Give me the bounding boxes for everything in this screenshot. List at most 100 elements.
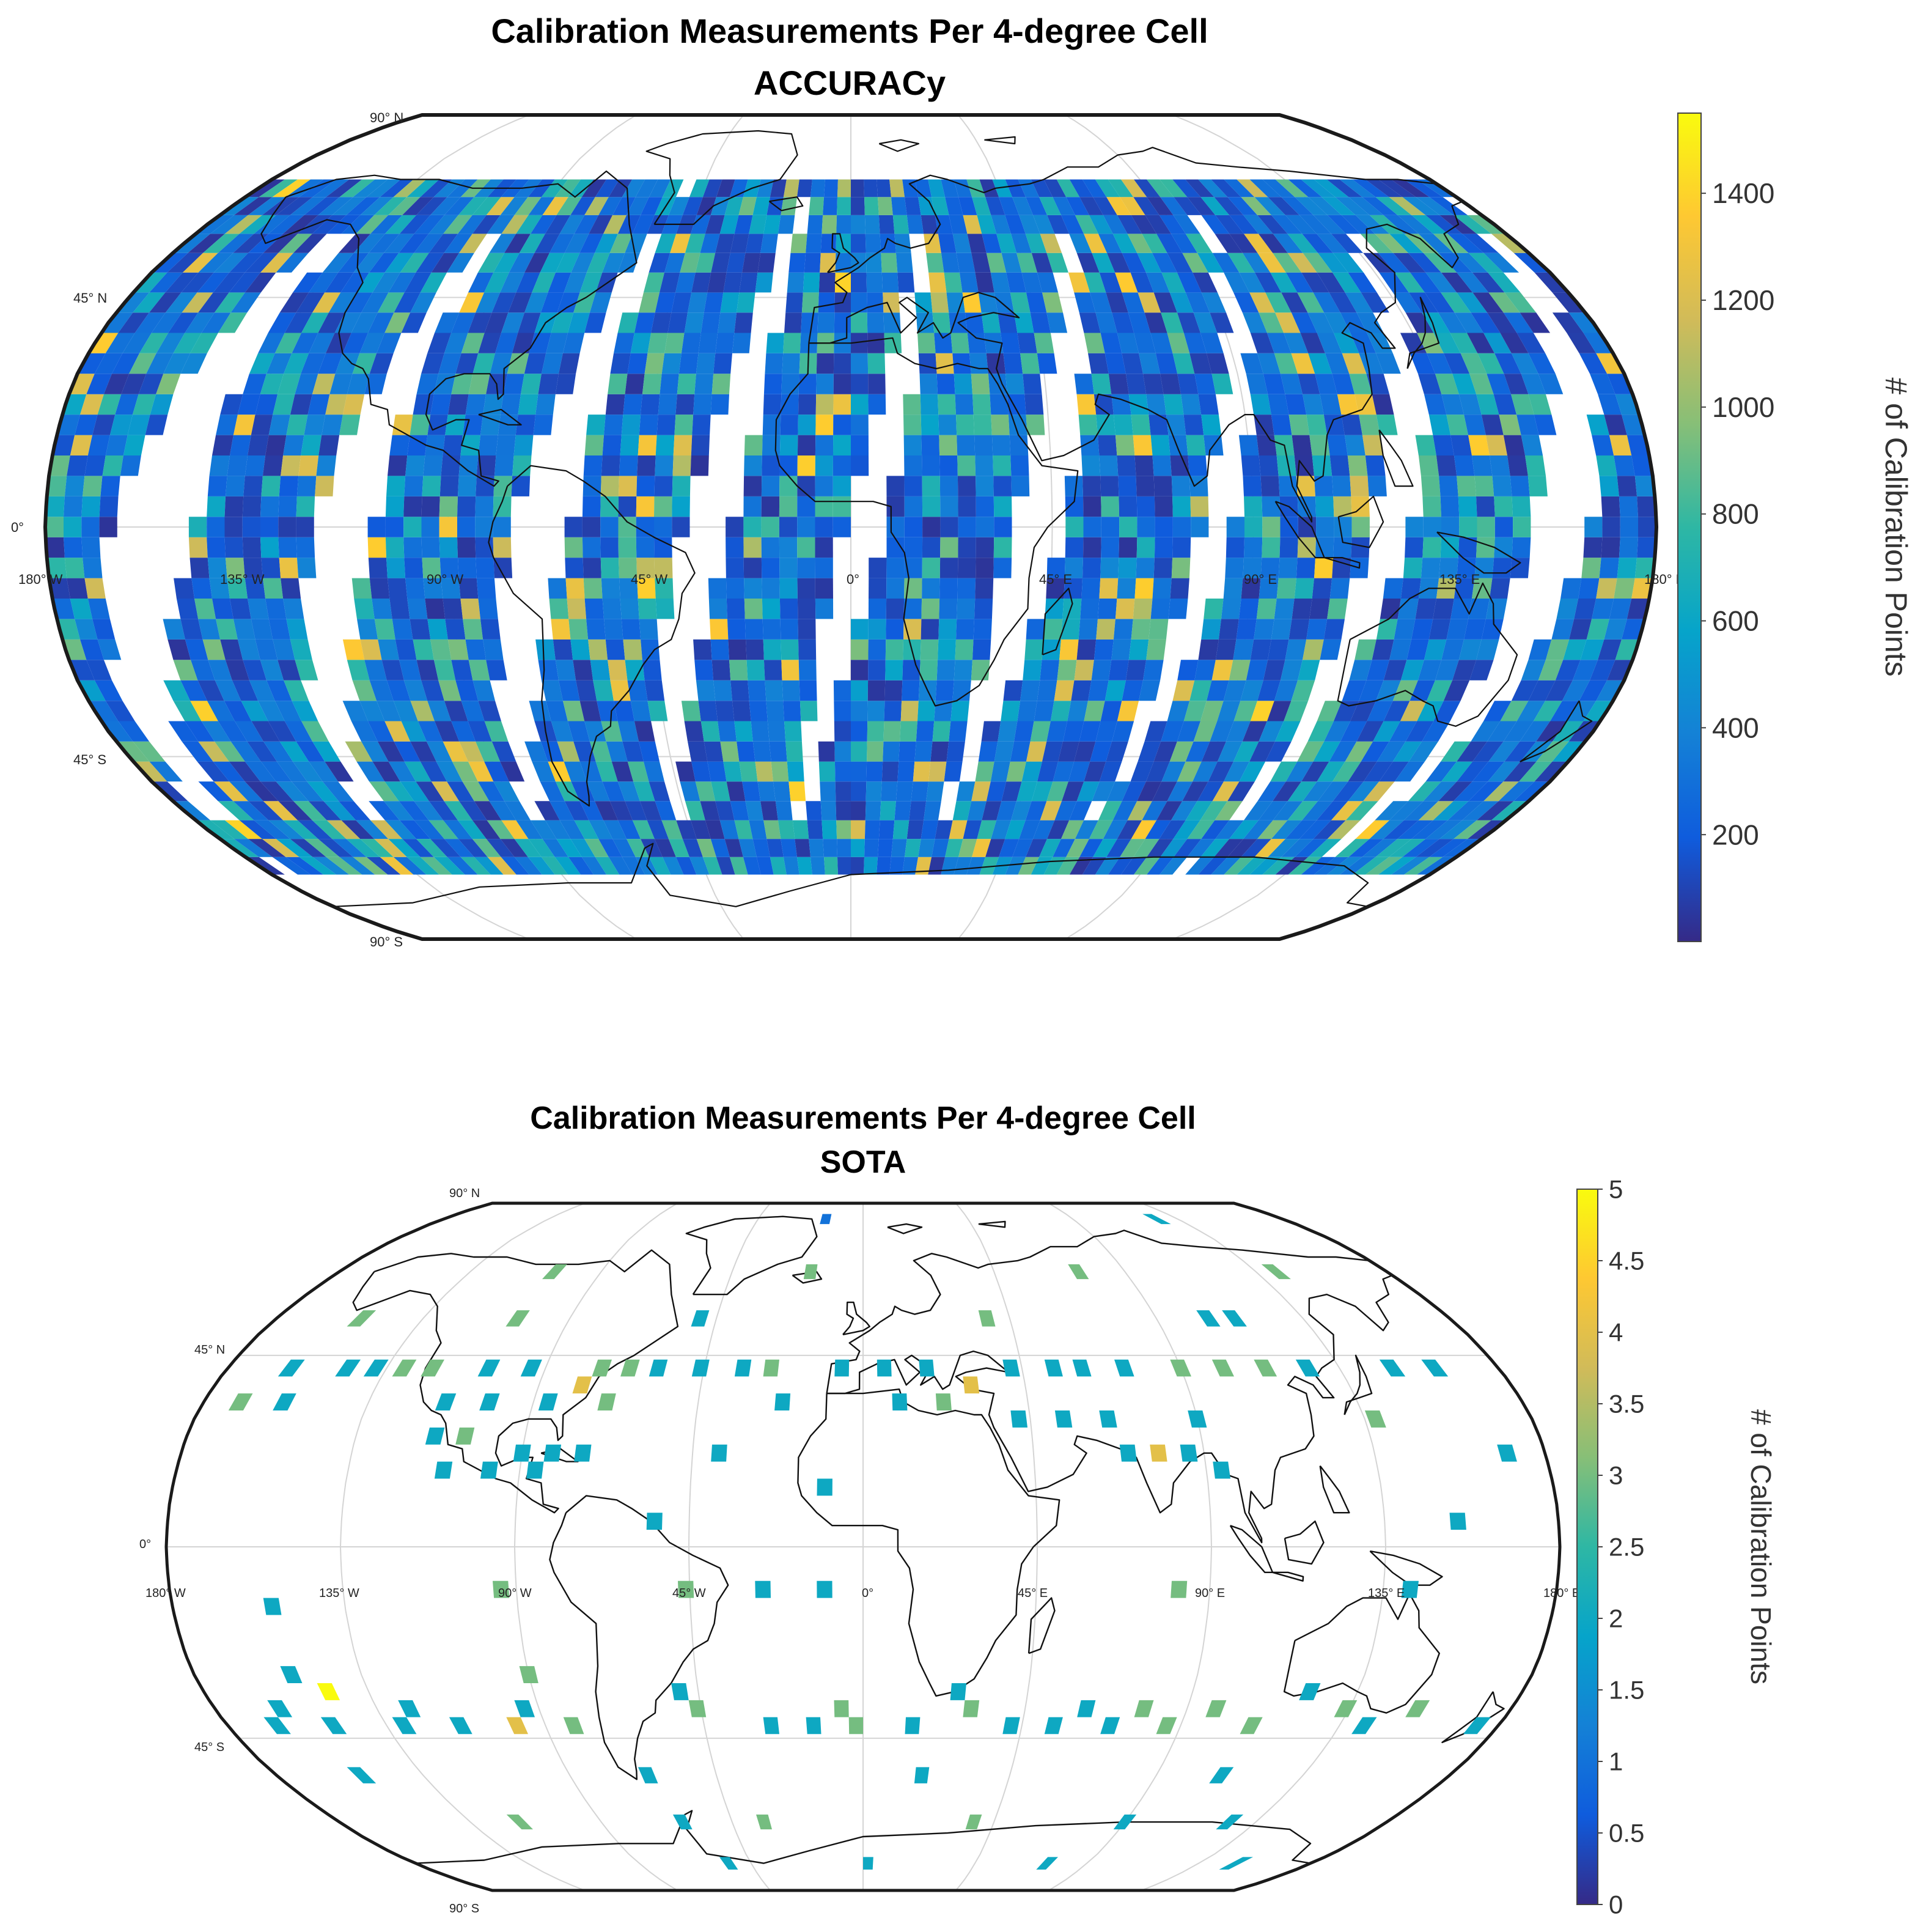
heatmap-cell xyxy=(459,801,487,820)
heatmap-cell xyxy=(611,761,634,782)
heatmap-cell xyxy=(833,455,851,476)
heatmap-cell xyxy=(49,578,70,599)
heatmap-cell xyxy=(353,857,388,875)
heatmap-cell xyxy=(452,761,478,782)
heatmap-cell xyxy=(191,578,212,599)
heatmap-cell xyxy=(1512,537,1531,558)
heatmap-cell xyxy=(885,660,903,680)
heatmap-cell xyxy=(761,496,780,517)
heatmap-cell xyxy=(1533,701,1562,721)
heatmap-cell xyxy=(516,272,540,293)
heatmap-cell xyxy=(675,857,697,875)
heatmap-cell xyxy=(851,680,869,701)
heatmap-cell xyxy=(1567,333,1597,353)
heatmap-cell xyxy=(1226,517,1244,537)
heatmap-cell xyxy=(905,1717,921,1735)
heatmap-cell xyxy=(1551,619,1575,640)
heatmap-cell xyxy=(567,721,590,742)
heatmap-cell xyxy=(1332,558,1351,578)
heatmap-cell xyxy=(618,517,636,537)
heatmap-cell xyxy=(1042,292,1063,313)
heatmap-cell xyxy=(410,619,431,640)
heatmap-cell xyxy=(1347,455,1368,476)
heatmap-cell xyxy=(462,781,490,802)
heatmap-cell xyxy=(976,496,994,517)
heatmap-cell xyxy=(1120,197,1145,215)
heatmap-cell xyxy=(688,741,708,762)
heatmap-cell xyxy=(1200,333,1224,353)
heatmap-cell xyxy=(1404,857,1443,875)
heatmap-cell xyxy=(720,741,740,762)
heatmap-cell xyxy=(370,820,403,839)
heatmap-cell xyxy=(568,857,594,875)
heatmap-cell xyxy=(817,1478,833,1496)
heatmap-cell xyxy=(459,292,485,313)
heatmap-cell xyxy=(1160,179,1188,197)
heatmap-cell xyxy=(564,517,583,537)
heatmap-cell xyxy=(977,215,997,234)
heatmap-cell xyxy=(230,292,261,313)
heatmap-cell xyxy=(574,1444,592,1462)
heatmap-cell xyxy=(1183,415,1204,435)
heatmap-cell xyxy=(627,197,649,215)
heatmap-cell xyxy=(1122,781,1146,802)
heatmap-cell xyxy=(726,537,744,558)
heatmap-cell xyxy=(1483,701,1512,721)
heatmap-cell xyxy=(384,781,414,802)
heatmap-cell xyxy=(1317,761,1345,782)
heatmap-cell xyxy=(1214,197,1244,215)
heatmap-cell xyxy=(1369,820,1404,839)
heatmap-cell xyxy=(351,312,378,333)
heatmap-cell xyxy=(619,578,638,599)
heatmap-cell xyxy=(619,558,638,578)
heatmap-cell xyxy=(312,374,336,394)
heatmap-cell xyxy=(797,517,815,537)
heatmap-cell xyxy=(233,619,255,640)
heatmap-cell xyxy=(224,537,244,558)
heatmap-cell xyxy=(619,476,638,496)
heatmap-cell xyxy=(919,374,938,394)
heatmap-cell xyxy=(514,1700,535,1717)
heatmap-cell xyxy=(1421,1359,1449,1377)
heatmap-cell xyxy=(1425,272,1457,293)
heatmap-cell xyxy=(781,374,799,394)
heatmap-cell xyxy=(1443,353,1470,374)
heatmap-cell xyxy=(197,272,230,293)
heatmap-cell xyxy=(1023,660,1042,680)
heatmap-cell xyxy=(414,234,444,253)
heatmap-cell xyxy=(700,312,721,333)
heatmap-cell xyxy=(64,476,85,496)
heatmap-cell xyxy=(1464,415,1486,435)
heatmap-cell xyxy=(278,660,301,680)
heatmap-cell xyxy=(414,801,444,820)
heatmap-cell xyxy=(445,415,466,435)
heatmap-cell xyxy=(86,660,112,680)
heatmap-cell xyxy=(1429,197,1468,215)
heatmap-cell xyxy=(694,660,714,680)
heatmap-cell xyxy=(779,496,798,517)
heatmap-cell xyxy=(1147,857,1174,875)
heatmap-cell xyxy=(463,619,483,640)
heatmap-cell xyxy=(1631,578,1653,599)
heatmap-cell xyxy=(868,599,887,619)
heatmap-cell xyxy=(1256,435,1277,455)
heatmap-cell xyxy=(779,558,798,578)
heatmap-cell xyxy=(216,415,238,435)
chart-accuracy: Calibration Measurements Per 4-degree Ce… xyxy=(11,12,1913,949)
heatmap-cell xyxy=(1449,1513,1466,1530)
heatmap-cell xyxy=(818,761,836,782)
heatmap-cell xyxy=(647,333,668,353)
heatmap-cell xyxy=(672,496,690,517)
heatmap-cell xyxy=(641,639,660,660)
heatmap-cell xyxy=(428,801,458,820)
heatmap-cell xyxy=(1257,781,1286,802)
heatmap-cell xyxy=(309,333,335,353)
heatmap-cell xyxy=(433,374,456,394)
heatmap-cell xyxy=(339,857,375,875)
heatmap-cell xyxy=(1275,312,1301,333)
heatmap-cell xyxy=(623,639,642,660)
heatmap-cell xyxy=(1053,761,1075,782)
heatmap-cell xyxy=(954,660,972,680)
heatmap-cell xyxy=(249,353,275,374)
heatmap-cell xyxy=(946,292,965,313)
